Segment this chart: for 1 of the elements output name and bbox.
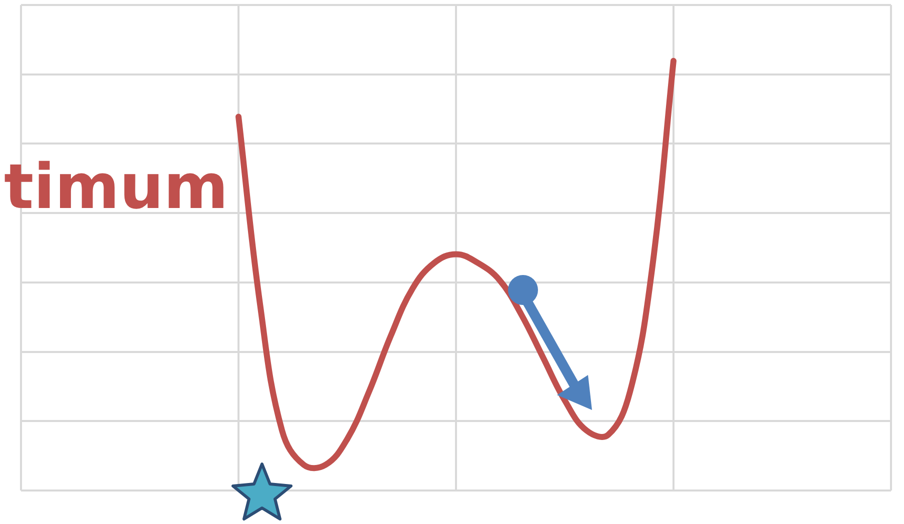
annotation: timum [4, 150, 228, 224]
